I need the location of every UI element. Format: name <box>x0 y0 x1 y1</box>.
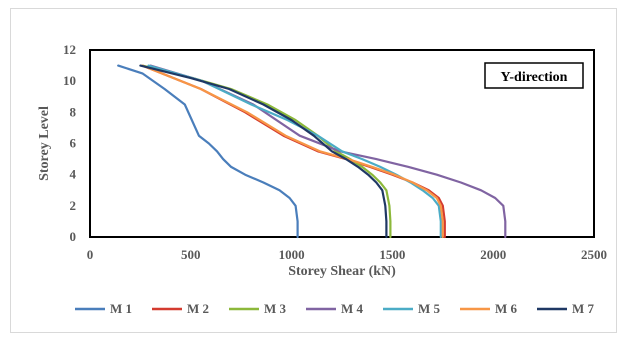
plot-area <box>89 49 595 238</box>
legend: M 1 M 2 M 3 M 4 M 5 M 6 M 7 <box>75 301 595 316</box>
y-tick-label: 2 <box>70 198 77 213</box>
legend-label-m3: M 3 <box>264 301 287 316</box>
y-tick-label: 10 <box>63 73 76 88</box>
legend-label-m6: M 6 <box>495 301 518 316</box>
x-tick-label: 2000 <box>480 247 506 262</box>
x-tick-label: 2500 <box>581 247 607 262</box>
legend-label-m5: M 5 <box>418 301 441 316</box>
annotation-text: Y-direction <box>501 70 568 85</box>
annotation-box <box>484 62 584 89</box>
series-line-m1 <box>117 64 299 239</box>
legend-label-m4: M 4 <box>341 301 364 316</box>
y-tick-label: 12 <box>63 42 76 57</box>
series-line-m2 <box>141 64 446 239</box>
chart-frame <box>10 8 617 333</box>
y-tick-label: 8 <box>70 104 77 119</box>
series-line-m6 <box>141 64 444 239</box>
legend-label-m7: M 7 <box>572 301 595 316</box>
y-axis-ticks: 0 2 4 6 8 10 12 <box>63 42 77 244</box>
series-line-m3 <box>141 64 392 239</box>
x-axis-ticks: 0 500 1000 1500 2000 2500 <box>87 247 607 262</box>
legend-label-m2: M 2 <box>187 301 209 316</box>
y-tick-label: 4 <box>70 167 77 182</box>
direction-annotation: Y-direction <box>484 62 584 89</box>
series-lines <box>117 64 507 239</box>
y-axis-title: Storey Level <box>37 106 52 181</box>
y-tick-label: 0 <box>70 229 77 244</box>
plot-border <box>89 49 595 238</box>
series-line-m7 <box>139 64 388 239</box>
x-tick-label: 1500 <box>379 247 405 262</box>
x-tick-label: 0 <box>87 247 94 262</box>
x-tick-label: 500 <box>181 247 201 262</box>
x-tick-label: 1000 <box>279 247 305 262</box>
legend-label-m1: M 1 <box>110 301 132 316</box>
x-axis-title: Storey Shear (kN) <box>288 264 396 279</box>
series-line-m5 <box>147 64 442 239</box>
y-tick-label: 6 <box>70 136 77 151</box>
